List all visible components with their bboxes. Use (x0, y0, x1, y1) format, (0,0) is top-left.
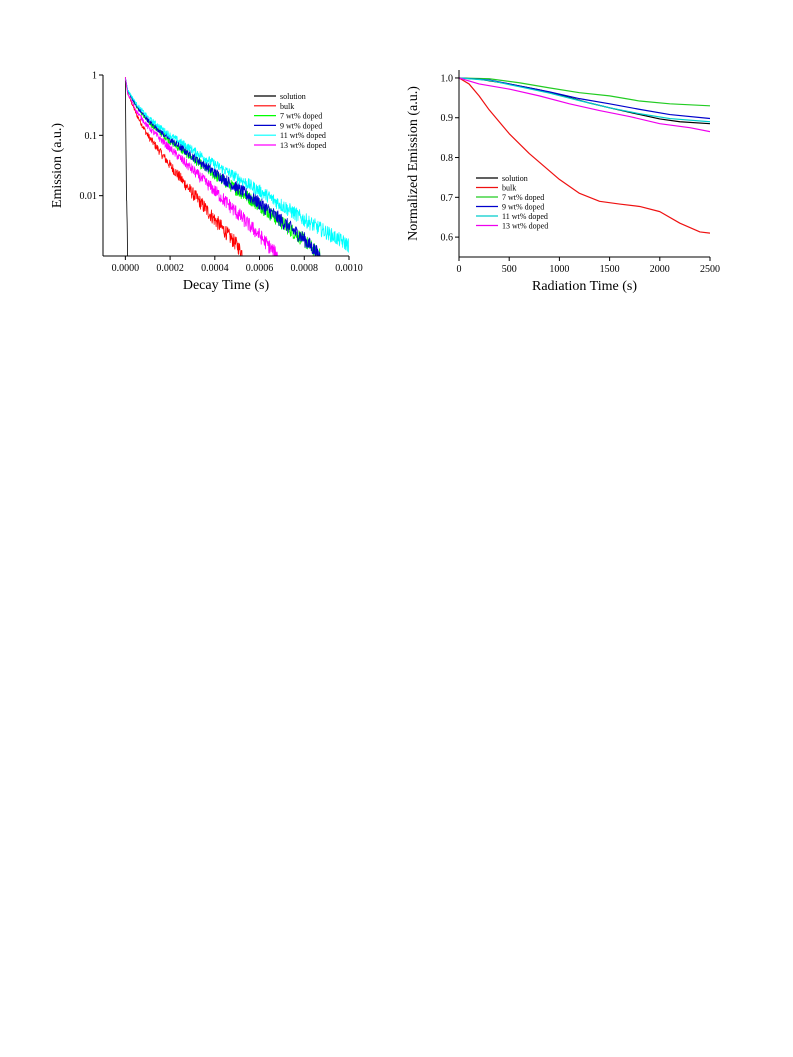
y-tick-label: 1.0 (441, 73, 454, 84)
x-tick-label: 0.0002 (156, 263, 184, 274)
x-tick-label: 500 (502, 264, 517, 275)
x-tick-label: 0 (457, 264, 462, 275)
x-tick-label: 0.0006 (246, 263, 274, 274)
x-tick-label: 1500 (600, 264, 620, 275)
x-tick-label: 2500 (700, 264, 720, 275)
legend-label-3: 9 wt% doped (280, 121, 322, 130)
series-line-5 (124, 77, 278, 256)
legend-label-2: 7 wt% doped (280, 112, 322, 121)
y-tick-label: 1 (92, 71, 97, 82)
x-tick-label: 0.0010 (335, 263, 363, 274)
legend-label-2: 7 wt% doped (502, 193, 544, 202)
x-tick-label: 0.0008 (291, 263, 319, 274)
series-line-1 (459, 77, 710, 234)
series-line-5 (459, 77, 710, 133)
series-line-4 (459, 77, 710, 123)
legend-label-3: 9 wt% doped (502, 203, 544, 212)
series-line-3 (459, 77, 710, 120)
y-tick-label: 0.7 (441, 193, 454, 204)
decay-chart-svg: 0.0000 0.0002 0.0004 0.0006 0.0008 0.0010 1 0.1… (50, 71, 363, 294)
decay-chart: 0.0000 0.0002 0.0004 0.0006 0.0008 0.0010 1 0.1… (0, 0, 400, 310)
x-tick-label: 1000 (549, 264, 569, 275)
x-tick-label: 0.0000 (112, 263, 140, 274)
y-tick-label: 0.6 (441, 233, 454, 244)
y-tick-label: 0.9 (441, 113, 454, 124)
x-tick-label: 2000 (650, 264, 670, 275)
legend-label-1: bulk (280, 102, 294, 111)
stability-chart-svg: 0 500 1000 1500 2000 2500 0.6 0.7 0.8 0.9 1.0 Radia… (406, 70, 720, 294)
legend-label-4: 11 wt% doped (502, 212, 548, 221)
series-line-2 (459, 77, 710, 107)
y-tick-label: 0.1 (85, 131, 98, 142)
y-tick-label: 0.8 (441, 153, 454, 164)
series-line-3 (124, 78, 321, 256)
x-tick-label: 0.0004 (201, 263, 229, 274)
legend-label-0: solution (280, 92, 306, 101)
x-axis-title: Radiation Time (s) (532, 279, 637, 294)
y-axis-title: Normalized Emission (a.u.) (406, 86, 421, 241)
series-line-1 (124, 77, 244, 256)
series-line-0 (124, 77, 128, 256)
plot-area (459, 77, 710, 234)
legend-label-1: bulk (502, 184, 516, 193)
legend-label-5: 13 wt% doped (502, 222, 548, 231)
legend-label-0: solution (502, 174, 528, 183)
y-axis-title: Emission (a.u.) (50, 123, 65, 208)
series-line-4 (124, 78, 349, 253)
series-line-0 (459, 77, 710, 125)
y-tick-label: 0.01 (80, 191, 98, 202)
legend-label-5: 13 wt% doped (280, 141, 326, 150)
plot-area (124, 77, 349, 256)
legend-label-4: 11 wt% doped (280, 131, 326, 140)
x-axis-title: Decay Time (s) (183, 278, 270, 293)
stability-chart: 0 500 1000 1500 2000 2500 0.6 0.7 0.8 0.9 1.0 Radia… (400, 0, 793, 310)
